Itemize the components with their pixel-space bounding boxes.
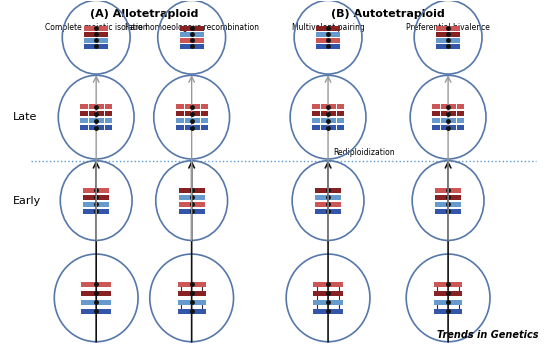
FancyBboxPatch shape xyxy=(176,111,208,116)
FancyBboxPatch shape xyxy=(176,125,208,130)
FancyBboxPatch shape xyxy=(313,291,343,296)
FancyBboxPatch shape xyxy=(179,209,205,214)
FancyBboxPatch shape xyxy=(312,125,344,130)
FancyBboxPatch shape xyxy=(178,309,206,314)
FancyBboxPatch shape xyxy=(84,38,108,43)
FancyBboxPatch shape xyxy=(179,26,203,31)
FancyBboxPatch shape xyxy=(80,111,112,116)
FancyBboxPatch shape xyxy=(435,188,461,193)
Text: (A) Allotetraploid: (A) Allotetraploid xyxy=(90,9,198,18)
FancyBboxPatch shape xyxy=(83,209,109,214)
FancyBboxPatch shape xyxy=(316,38,340,43)
FancyBboxPatch shape xyxy=(432,111,464,116)
FancyBboxPatch shape xyxy=(81,300,111,305)
FancyBboxPatch shape xyxy=(432,104,464,109)
FancyBboxPatch shape xyxy=(432,118,464,123)
FancyBboxPatch shape xyxy=(436,26,460,31)
FancyBboxPatch shape xyxy=(179,44,203,49)
Text: Rare homoeologous recombination: Rare homoeologous recombination xyxy=(125,23,259,32)
Text: Preferential bivalence: Preferential bivalence xyxy=(406,23,490,32)
FancyBboxPatch shape xyxy=(434,309,462,314)
FancyBboxPatch shape xyxy=(179,188,205,193)
FancyBboxPatch shape xyxy=(179,32,203,37)
FancyBboxPatch shape xyxy=(312,118,344,123)
FancyBboxPatch shape xyxy=(80,118,112,123)
Text: Trends in Genetics: Trends in Genetics xyxy=(437,331,538,340)
FancyBboxPatch shape xyxy=(436,44,460,49)
Text: Multivalent pairing: Multivalent pairing xyxy=(292,23,364,32)
FancyBboxPatch shape xyxy=(83,202,109,207)
FancyBboxPatch shape xyxy=(312,111,344,116)
FancyBboxPatch shape xyxy=(179,38,203,43)
FancyBboxPatch shape xyxy=(80,104,112,109)
FancyBboxPatch shape xyxy=(435,202,461,207)
FancyBboxPatch shape xyxy=(84,44,108,49)
FancyBboxPatch shape xyxy=(179,195,205,200)
FancyBboxPatch shape xyxy=(435,209,461,214)
FancyBboxPatch shape xyxy=(436,38,460,43)
FancyBboxPatch shape xyxy=(81,309,111,314)
FancyBboxPatch shape xyxy=(434,291,462,296)
FancyBboxPatch shape xyxy=(84,32,108,37)
Text: Rediploidization: Rediploidization xyxy=(333,148,395,157)
FancyBboxPatch shape xyxy=(436,32,460,37)
Text: Late: Late xyxy=(13,112,37,122)
FancyBboxPatch shape xyxy=(178,282,206,287)
FancyBboxPatch shape xyxy=(316,32,340,37)
FancyBboxPatch shape xyxy=(315,202,341,207)
FancyBboxPatch shape xyxy=(313,309,343,314)
FancyBboxPatch shape xyxy=(80,125,112,130)
FancyBboxPatch shape xyxy=(316,44,340,49)
FancyBboxPatch shape xyxy=(84,26,108,31)
FancyBboxPatch shape xyxy=(179,202,205,207)
Text: (B) Autotetraploid: (B) Autotetraploid xyxy=(331,9,445,18)
FancyBboxPatch shape xyxy=(312,104,344,109)
FancyBboxPatch shape xyxy=(315,195,341,200)
FancyBboxPatch shape xyxy=(313,282,343,287)
Text: Early: Early xyxy=(13,195,41,206)
FancyBboxPatch shape xyxy=(178,300,206,305)
FancyBboxPatch shape xyxy=(83,195,109,200)
FancyBboxPatch shape xyxy=(435,195,461,200)
Text: Complete meiotic isolation: Complete meiotic isolation xyxy=(45,23,148,32)
FancyBboxPatch shape xyxy=(434,282,462,287)
FancyBboxPatch shape xyxy=(434,300,462,305)
FancyBboxPatch shape xyxy=(81,291,111,296)
FancyBboxPatch shape xyxy=(81,282,111,287)
FancyBboxPatch shape xyxy=(176,104,208,109)
FancyBboxPatch shape xyxy=(178,291,206,296)
FancyBboxPatch shape xyxy=(83,188,109,193)
FancyBboxPatch shape xyxy=(313,300,343,305)
FancyBboxPatch shape xyxy=(432,125,464,130)
FancyBboxPatch shape xyxy=(315,209,341,214)
FancyBboxPatch shape xyxy=(315,188,341,193)
FancyBboxPatch shape xyxy=(316,26,340,31)
FancyBboxPatch shape xyxy=(176,118,208,123)
